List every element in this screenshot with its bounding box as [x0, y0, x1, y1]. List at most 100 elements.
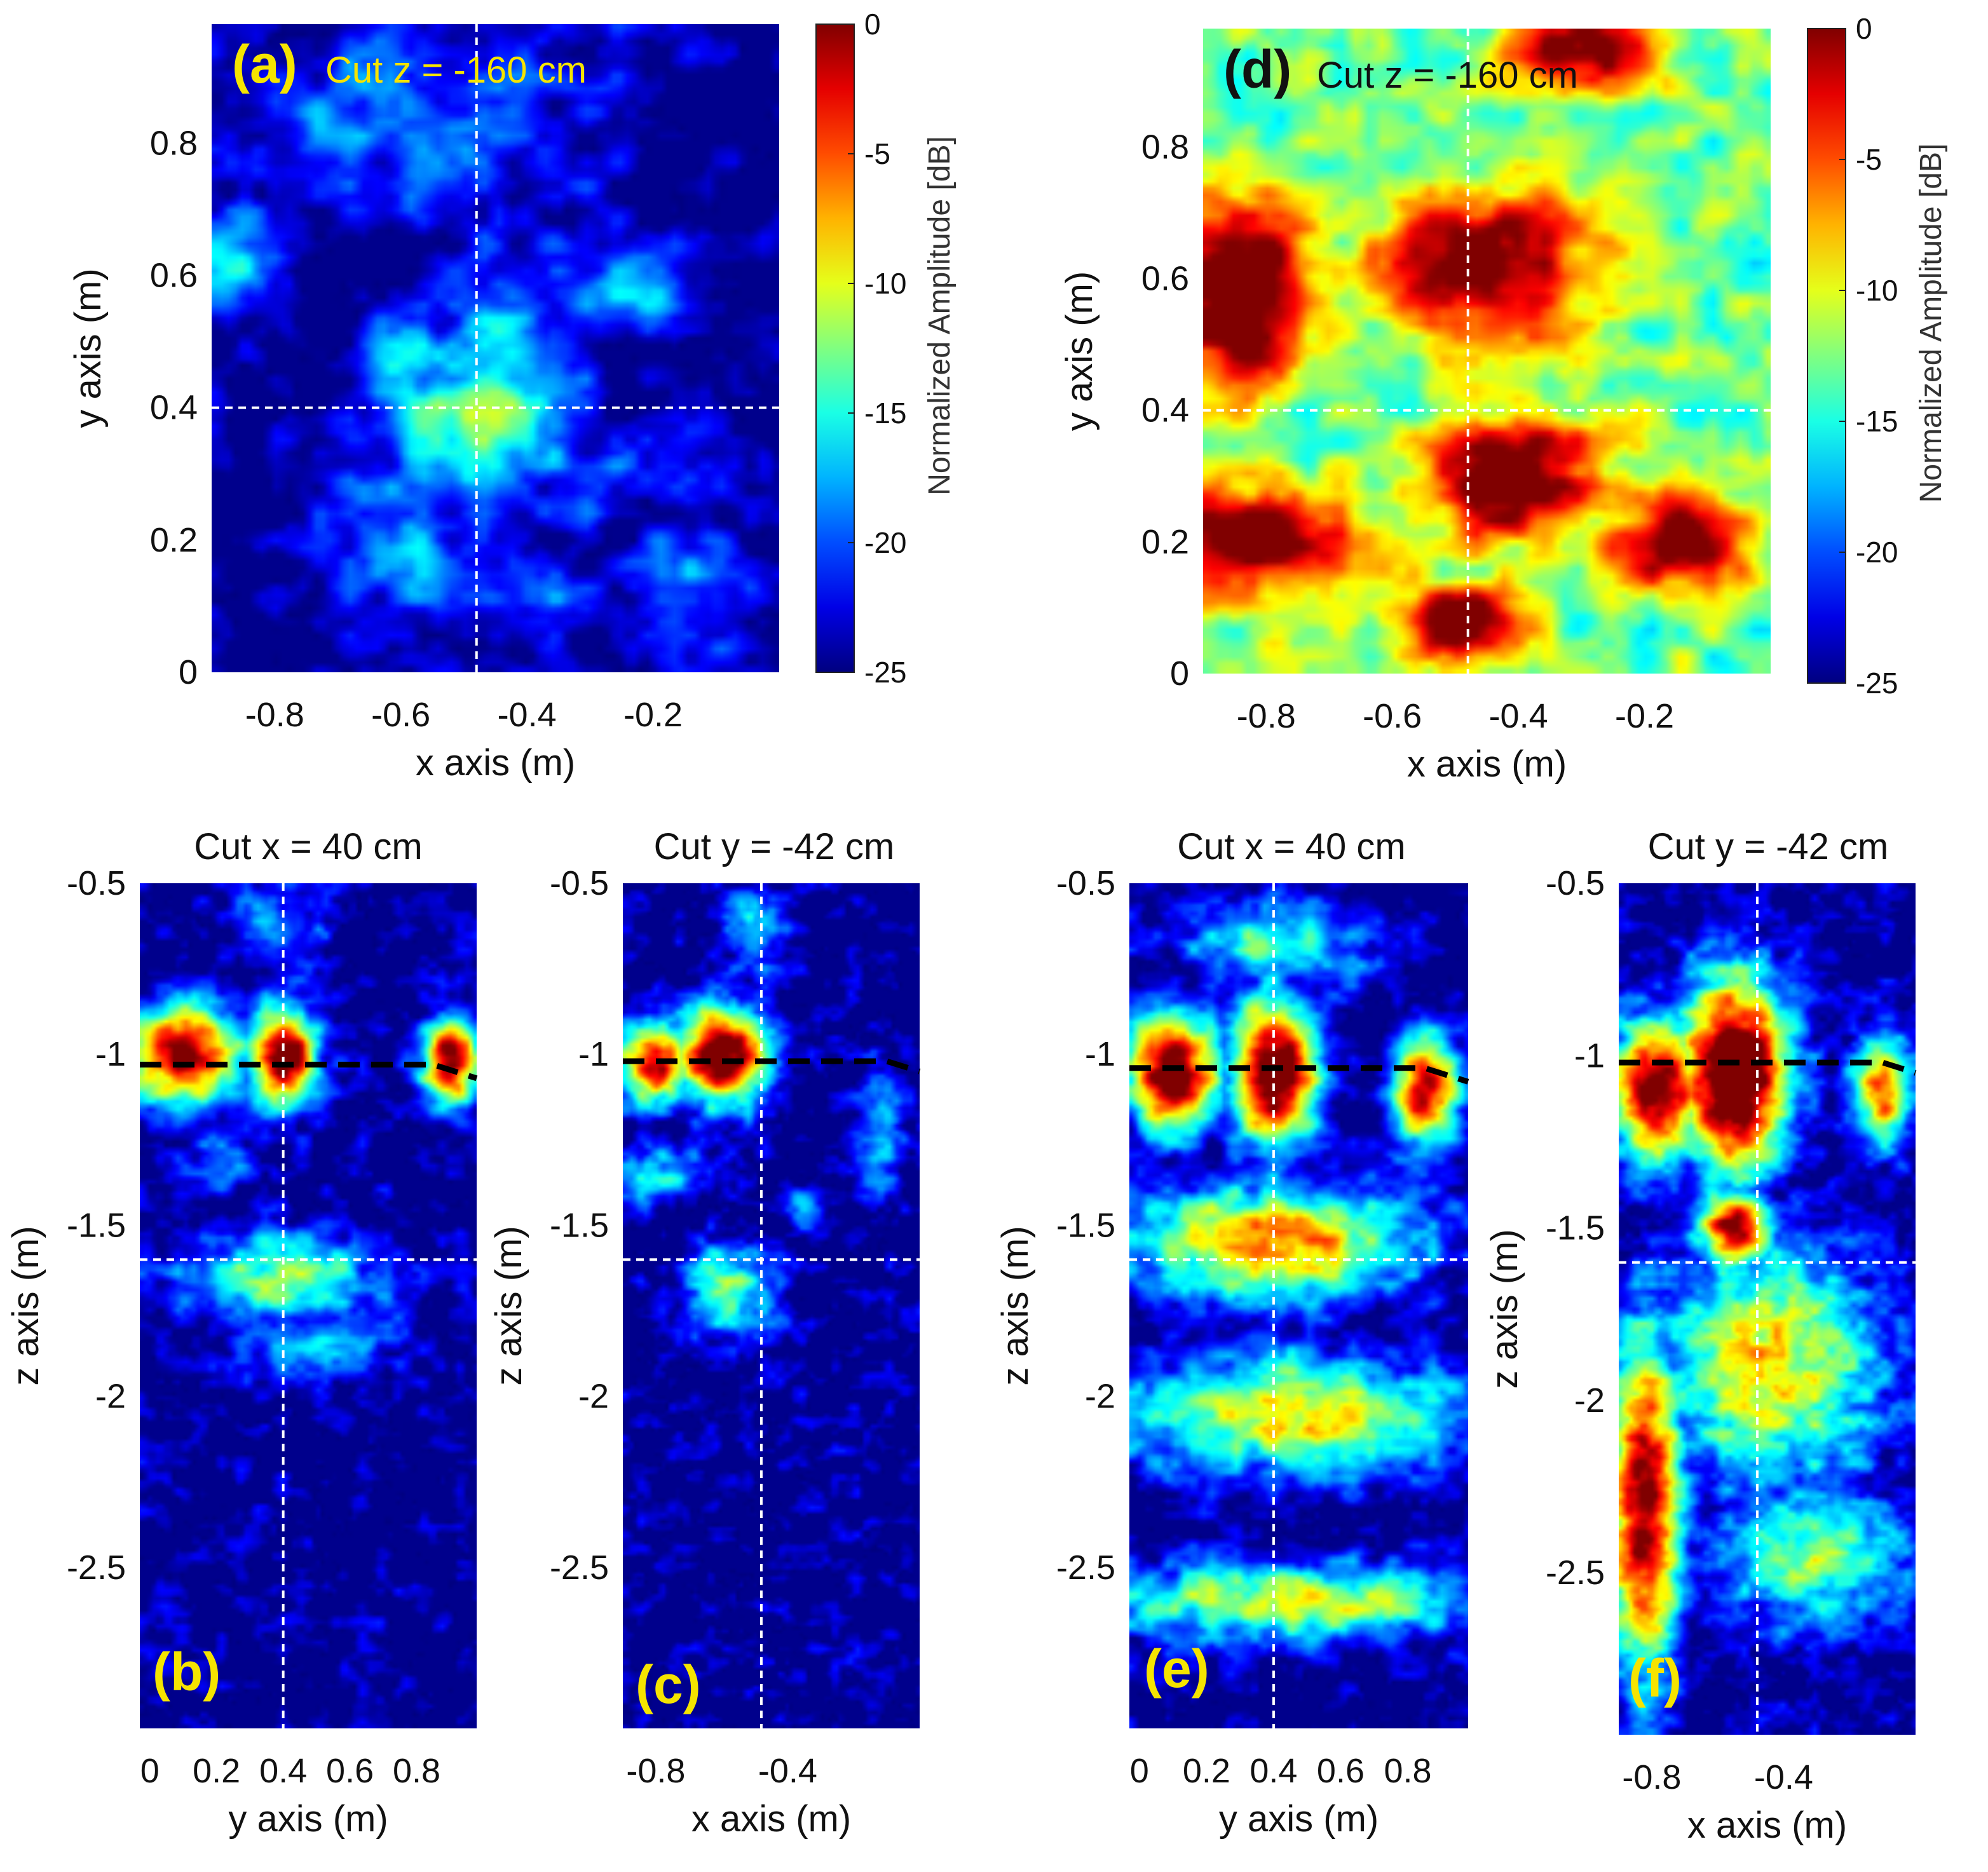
panel-title: Cut y = -42 cm: [1648, 826, 1889, 867]
colorbar-tick-label: -15: [864, 397, 906, 430]
x-axis-label: x axis (m): [1407, 743, 1567, 785]
y-tick-label: -2.5: [1546, 1554, 1605, 1592]
y-tick-label: -2: [1085, 1378, 1115, 1416]
y-axis-label: z axis (m): [5, 1226, 46, 1385]
y-tick-label: 0.8: [150, 124, 198, 162]
panel-a: -0.8 -0.6 -0.4 -0.2 0 0.2 0.4 0.6 0.8 x axis (m) y…: [67, 8, 957, 783]
y-tick-label: -2.5: [550, 1549, 609, 1587]
x-tick-label: 0.4: [1249, 1752, 1297, 1790]
colorbar-tick-label: -20: [1856, 536, 1898, 569]
x-axis-label: x axis (m): [691, 1798, 851, 1840]
y-tick-label: 0.4: [150, 389, 198, 427]
colorbar-tick-label: -5: [1856, 143, 1882, 176]
colorbar: [815, 24, 855, 673]
colorbar-tick-label: -25: [1856, 667, 1898, 700]
y-axis-label: z axis (m): [488, 1226, 529, 1385]
panel-label: (b): [153, 1642, 221, 1702]
y-tick-label: -1.5: [1056, 1206, 1115, 1244]
y-tick-label: 0.2: [1141, 523, 1189, 561]
heatmap-d: [1203, 29, 1771, 674]
x-tick-label: -0.4: [758, 1752, 817, 1790]
y-axis-label: y axis (m): [67, 268, 109, 428]
colorbar-tick-label: 0: [864, 8, 881, 41]
heatmap-b: [140, 883, 477, 1728]
y-tick-label: 0.8: [1141, 128, 1189, 166]
colorbar-tick-label: -10: [1856, 274, 1898, 307]
x-axis-label: y axis (m): [228, 1798, 388, 1840]
y-tick-label: -0.5: [1056, 864, 1115, 902]
y-tick-label: -2: [1574, 1381, 1605, 1420]
y-tick-label: 0: [1170, 655, 1189, 693]
y-tick-label: -0.5: [67, 864, 126, 902]
x-axis-label: y axis (m): [1219, 1798, 1379, 1840]
x-tick-label: -0.8: [1237, 697, 1296, 735]
x-tick-label: 0.6: [326, 1752, 374, 1790]
panel-e: 0 0.2 0.4 0.6 0.8 -0.5 -1 -1.5 -2 -2.5 y axis (m) z…: [995, 826, 1469, 1840]
colorbar: [1807, 28, 1846, 684]
x-tick-label: 0.2: [1183, 1752, 1230, 1790]
colorbar-label: Normalized Amplitude [dB]: [1914, 144, 1948, 503]
y-tick-label: -0.5: [1546, 864, 1605, 902]
panel-f: -0.8 -0.4 -0.5 -1 -1.5 -2 -2.5 x axis (m) z axis…: [1484, 826, 1917, 1846]
y-tick-label: -1: [578, 1035, 609, 1073]
y-tick-label: 0.6: [150, 257, 198, 295]
y-axis-label: z axis (m): [1484, 1229, 1525, 1388]
y-tick-label: 0.6: [1141, 260, 1189, 298]
y-tick-label: -2.5: [67, 1549, 126, 1587]
y-tick-label: -1.5: [550, 1206, 609, 1244]
x-tick-label: -0.4: [498, 696, 557, 734]
y-tick-label: -1: [1085, 1035, 1115, 1073]
x-tick-label: -0.8: [1622, 1758, 1681, 1796]
x-tick-label: 0: [140, 1752, 160, 1790]
y-tick-label: -2.5: [1056, 1549, 1115, 1587]
panel-title: Cut y = -42 cm: [654, 826, 895, 867]
colorbar-tick-label: -15: [1856, 405, 1898, 438]
heatmap-f: [1619, 883, 1916, 1735]
y-tick-label: -2: [578, 1378, 609, 1416]
panel-label: (f): [1628, 1648, 1682, 1708]
panel-b: 0 0.2 0.4 0.6 0.8 -0.5 -1 -1.5 -2 -2.5 y axis (m) z…: [5, 826, 478, 1840]
heatmap-a: [212, 24, 779, 672]
heatmap-e: [1129, 883, 1468, 1728]
x-tick-label: -0.6: [1363, 697, 1422, 735]
x-tick-label: 0.2: [193, 1752, 240, 1790]
x-tick-label: -0.4: [1489, 697, 1548, 735]
colorbar-tick-label: -20: [864, 526, 906, 559]
panel-cut-label: Cut z = -160 cm: [1317, 55, 1578, 96]
x-tick-label: 0.8: [1384, 1752, 1431, 1790]
x-tick-label: -0.6: [371, 696, 430, 734]
y-tick-label: -1.5: [1546, 1209, 1605, 1247]
panel-label: (a): [232, 34, 297, 94]
y-tick-label: -1: [95, 1035, 126, 1073]
x-tick-label: 0.6: [1317, 1752, 1365, 1790]
heatmap-c: [623, 883, 920, 1728]
x-axis-label: x axis (m): [1687, 1805, 1847, 1846]
y-tick-label: 0: [179, 653, 198, 691]
x-tick-label: -0.8: [245, 696, 304, 734]
interface-line: [140, 1061, 478, 1082]
panel-title: Cut x = 40 cm: [1177, 826, 1405, 867]
panel-cut-label: Cut z = -160 cm: [325, 50, 587, 91]
x-tick-label: 0.8: [393, 1752, 440, 1790]
panel-title: Cut x = 40 cm: [194, 826, 422, 867]
y-tick-label: 0.4: [1141, 391, 1189, 430]
x-tick-label: 0: [1130, 1752, 1149, 1790]
x-axis-label: x axis (m): [416, 742, 575, 783]
x-tick-label: -0.2: [1615, 697, 1674, 735]
panel-c: -0.8 -0.4 -0.5 -1 -1.5 -2 -2.5 x axis (m) z axis…: [488, 826, 921, 1840]
colorbar-tick-label: -5: [864, 137, 890, 170]
x-tick-label: -0.4: [1754, 1758, 1813, 1796]
colorbar-label: Normalized Amplitude [dB]: [923, 136, 957, 496]
panel-d: -0.8 -0.6 -0.4 -0.2 0 0.2 0.4 0.6 0.8 x axis (m) y…: [1059, 12, 1948, 785]
y-tick-label: -1: [1574, 1036, 1605, 1075]
panel-label: (c): [636, 1655, 701, 1714]
y-tick-label: -1.5: [67, 1206, 126, 1244]
colorbar-tick-label: -25: [864, 656, 906, 689]
panel-label: (e): [1144, 1639, 1209, 1699]
y-axis-label: z axis (m): [995, 1226, 1036, 1385]
y-tick-label: -0.5: [550, 864, 609, 902]
y-tick-label: 0.2: [150, 521, 198, 559]
x-tick-label: 0.4: [259, 1752, 307, 1790]
y-tick-label: -2: [95, 1378, 126, 1416]
